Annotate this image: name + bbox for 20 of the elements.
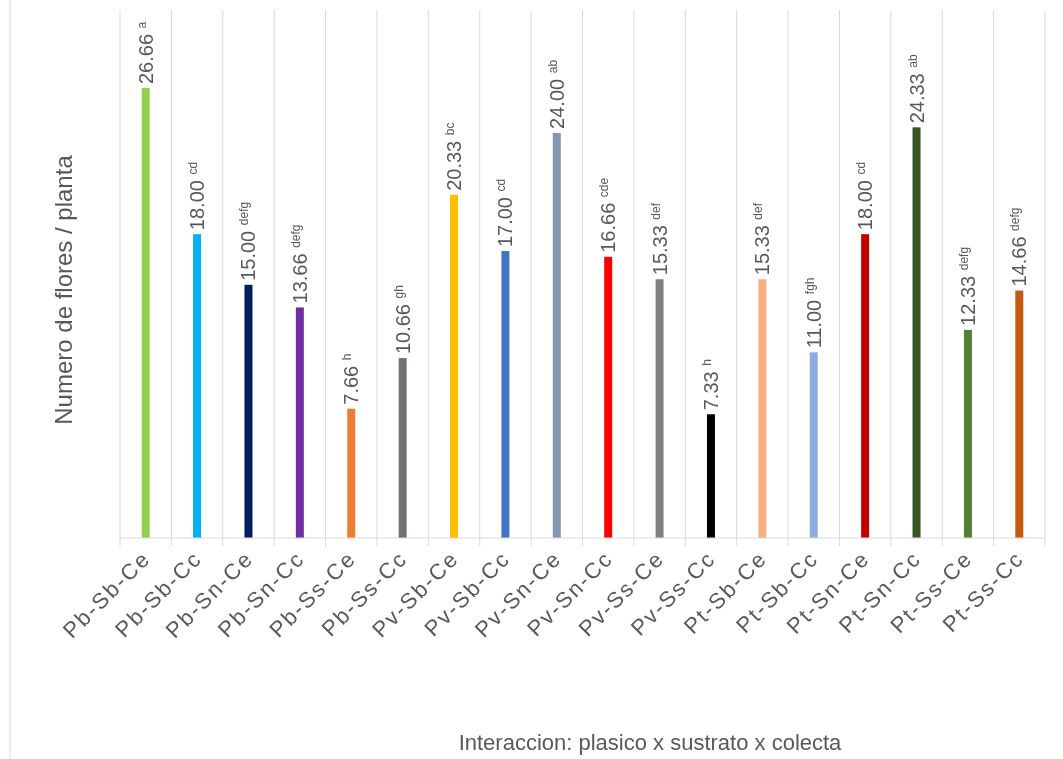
bar bbox=[604, 256, 613, 538]
bar bbox=[193, 234, 202, 538]
bar bbox=[963, 329, 972, 538]
bar bbox=[655, 279, 664, 538]
bar bbox=[398, 358, 407, 538]
bar bbox=[347, 408, 356, 538]
bar bbox=[295, 307, 304, 538]
bar bbox=[501, 251, 510, 538]
bar bbox=[552, 132, 561, 538]
bar bbox=[1015, 290, 1024, 538]
bar bbox=[450, 194, 459, 538]
bar bbox=[244, 284, 253, 538]
bar bbox=[861, 234, 870, 538]
bar bbox=[706, 414, 715, 538]
y-axis-title: Numero de flores / planta bbox=[50, 154, 77, 425]
bar bbox=[758, 279, 767, 538]
bar bbox=[141, 88, 150, 538]
bar bbox=[809, 352, 818, 538]
bar bbox=[912, 127, 921, 538]
x-axis-title: Interaccion: plasico x sustrato x colecta bbox=[458, 730, 843, 755]
